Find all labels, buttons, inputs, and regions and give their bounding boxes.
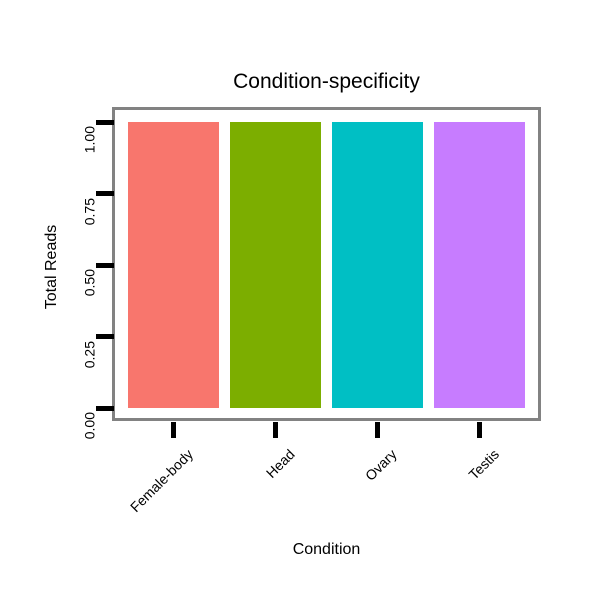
y-axis-tick: [96, 262, 114, 268]
bar-female-body: [128, 122, 219, 408]
y-axis-title: Total Reads: [43, 224, 60, 310]
bar-head: [230, 122, 321, 408]
chart-title: Condition-specificity: [233, 70, 420, 93]
x-axis-tick: [477, 422, 482, 438]
y-tick-label: 0.75: [81, 197, 97, 225]
bar-ovary: [332, 122, 423, 408]
y-tick-label: 0.50: [81, 269, 97, 297]
y-axis-tick: [96, 334, 114, 339]
x-axis-tick: [375, 422, 380, 438]
x-axis-tick: [171, 422, 176, 438]
y-axis-tick: [96, 119, 114, 125]
y-tick-label: 0.00: [81, 412, 97, 440]
y-axis-tick: [96, 405, 114, 411]
y-tick-label: 1.00: [81, 126, 97, 154]
x-tick-label: Ovary: [362, 446, 400, 484]
x-tick-label: Testis: [465, 446, 502, 483]
bar-testis: [434, 122, 525, 408]
x-tick-label: Head: [262, 446, 298, 481]
x-axis-tick: [273, 422, 278, 438]
y-axis-tick: [96, 191, 114, 196]
x-axis-title: Condition: [292, 541, 361, 558]
y-tick-label: 0.25: [81, 340, 97, 368]
x-tick-label: Female-body: [126, 446, 196, 516]
